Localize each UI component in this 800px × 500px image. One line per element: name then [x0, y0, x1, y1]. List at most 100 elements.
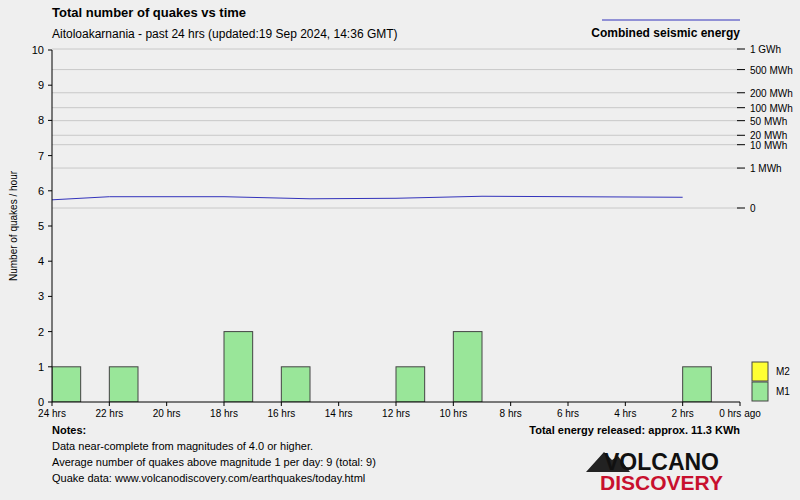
x-tick-label: 18 hrs	[210, 408, 238, 419]
x-tick-label: 14 hrs	[325, 408, 353, 419]
y-tick-label: 3	[38, 290, 44, 302]
y-tick	[48, 85, 52, 86]
x-tick-label: 6 hrs	[557, 408, 579, 419]
bar	[683, 367, 712, 402]
y-tick-label: 1	[38, 361, 44, 373]
note-line: Data near-complete from magnitudes of 4.…	[52, 440, 313, 452]
y2-tick-label: 20 MWh	[750, 130, 787, 141]
grid-line	[52, 120, 740, 121]
y2-tick	[737, 120, 745, 121]
y-axis-label: Number of quakes / hour	[8, 170, 19, 281]
y2-tick-label: 1 GWh	[750, 44, 781, 55]
x-tick	[109, 402, 110, 406]
y-tick-label: 7	[38, 150, 44, 162]
legend-label: M1	[776, 386, 790, 397]
x-tick	[224, 402, 225, 406]
bar	[453, 332, 482, 402]
y-tick-label: 4	[38, 255, 44, 267]
y-tick	[48, 120, 52, 121]
grid-line	[52, 168, 740, 169]
y2-tick	[737, 107, 745, 108]
chart: Total number of quakes vs time Aitoloakar…	[0, 0, 800, 500]
bar	[281, 366, 310, 367]
note-line: Quake data: www.volcanodiscovery.com/ear…	[52, 472, 365, 484]
y2-tick-label: 200 MWh	[750, 88, 793, 99]
total-energy: Total energy released: approx. 11.3 KWh	[529, 424, 740, 436]
x-tick	[510, 402, 511, 406]
y-tick	[48, 261, 52, 262]
y2-tick	[737, 208, 745, 209]
notes-heading: Notes:	[52, 424, 86, 436]
grid-line	[52, 135, 740, 136]
bar	[224, 331, 253, 332]
subtitle: Aitoloakarnania - past 24 hrs (updated:1…	[52, 27, 398, 41]
y-tick	[48, 226, 52, 227]
bar	[109, 366, 138, 367]
legend-line	[602, 20, 740, 21]
title: Total number of quakes vs time	[52, 5, 246, 20]
bar	[396, 367, 425, 402]
x-tick	[166, 402, 167, 406]
note-line: Average number of quakes above magnitude…	[52, 456, 376, 468]
y2-tick	[737, 49, 745, 50]
grid-line	[52, 49, 740, 50]
bar	[52, 366, 81, 367]
bar	[453, 331, 482, 332]
y2-tick-label: 0	[750, 203, 756, 214]
plot-area	[52, 196, 711, 402]
bar	[396, 366, 425, 367]
y2-tick	[737, 69, 745, 70]
y2-tick-label: 1 MWh	[750, 163, 782, 174]
y2-tick	[737, 168, 745, 169]
bar	[281, 367, 310, 402]
y-tick-label: 2	[38, 326, 44, 338]
y-tick	[48, 402, 52, 403]
y-tick	[48, 190, 52, 191]
y-tick-label: 10	[32, 44, 44, 56]
y2-tick	[737, 144, 745, 145]
y-tick-label: 8	[38, 114, 44, 126]
y2-tick	[737, 92, 745, 93]
y-tick-label: 9	[38, 79, 44, 91]
x-tick-label: 8 hrs	[500, 408, 522, 419]
y-tick-label: 5	[38, 220, 44, 232]
x-tick	[338, 402, 339, 406]
legend-swatch	[752, 362, 768, 381]
x-tick	[52, 402, 53, 406]
x-tick	[625, 402, 626, 406]
y-tick	[48, 296, 52, 297]
background	[0, 0, 800, 500]
bar	[52, 367, 81, 402]
y2-tick	[737, 135, 745, 136]
x-tick-label: 22 hrs	[95, 408, 123, 419]
x-tick-label: 20 hrs	[153, 408, 181, 419]
y-tick	[48, 50, 52, 51]
grid-line	[52, 92, 740, 93]
bar	[109, 367, 138, 402]
x-tick	[453, 402, 454, 406]
x-tick-label: 16 hrs	[267, 408, 295, 419]
x-tick-label: 12 hrs	[382, 408, 410, 419]
x-tick	[281, 402, 282, 406]
y-tick-label: 6	[38, 185, 44, 197]
y2-tick-label: 100 MWh	[750, 103, 793, 114]
y-tick-label: 0	[38, 396, 44, 408]
y2-tick-label: 50 MWh	[750, 116, 787, 127]
x-tick-label: 24 hrs	[38, 408, 66, 419]
legend-swatch	[752, 382, 768, 401]
x-tick-label: 2 hrs	[672, 408, 694, 419]
grid-line	[52, 107, 740, 108]
x-tick	[396, 402, 397, 406]
bar	[683, 366, 712, 367]
x-tick-label: 4 hrs	[614, 408, 636, 419]
y2-tick-label: 10 MWh	[750, 140, 787, 151]
y-tick	[48, 155, 52, 156]
y2-tick-label: 500 MWh	[750, 65, 793, 76]
x-tick	[568, 402, 569, 406]
x-tick-label: 10 hrs	[439, 408, 467, 419]
bar	[224, 332, 253, 402]
y-tick	[48, 331, 52, 332]
x-tick-label: 0 hrs ago	[719, 408, 761, 419]
grid-line	[52, 144, 740, 145]
logo-text: DISCOVERY	[600, 471, 723, 494]
